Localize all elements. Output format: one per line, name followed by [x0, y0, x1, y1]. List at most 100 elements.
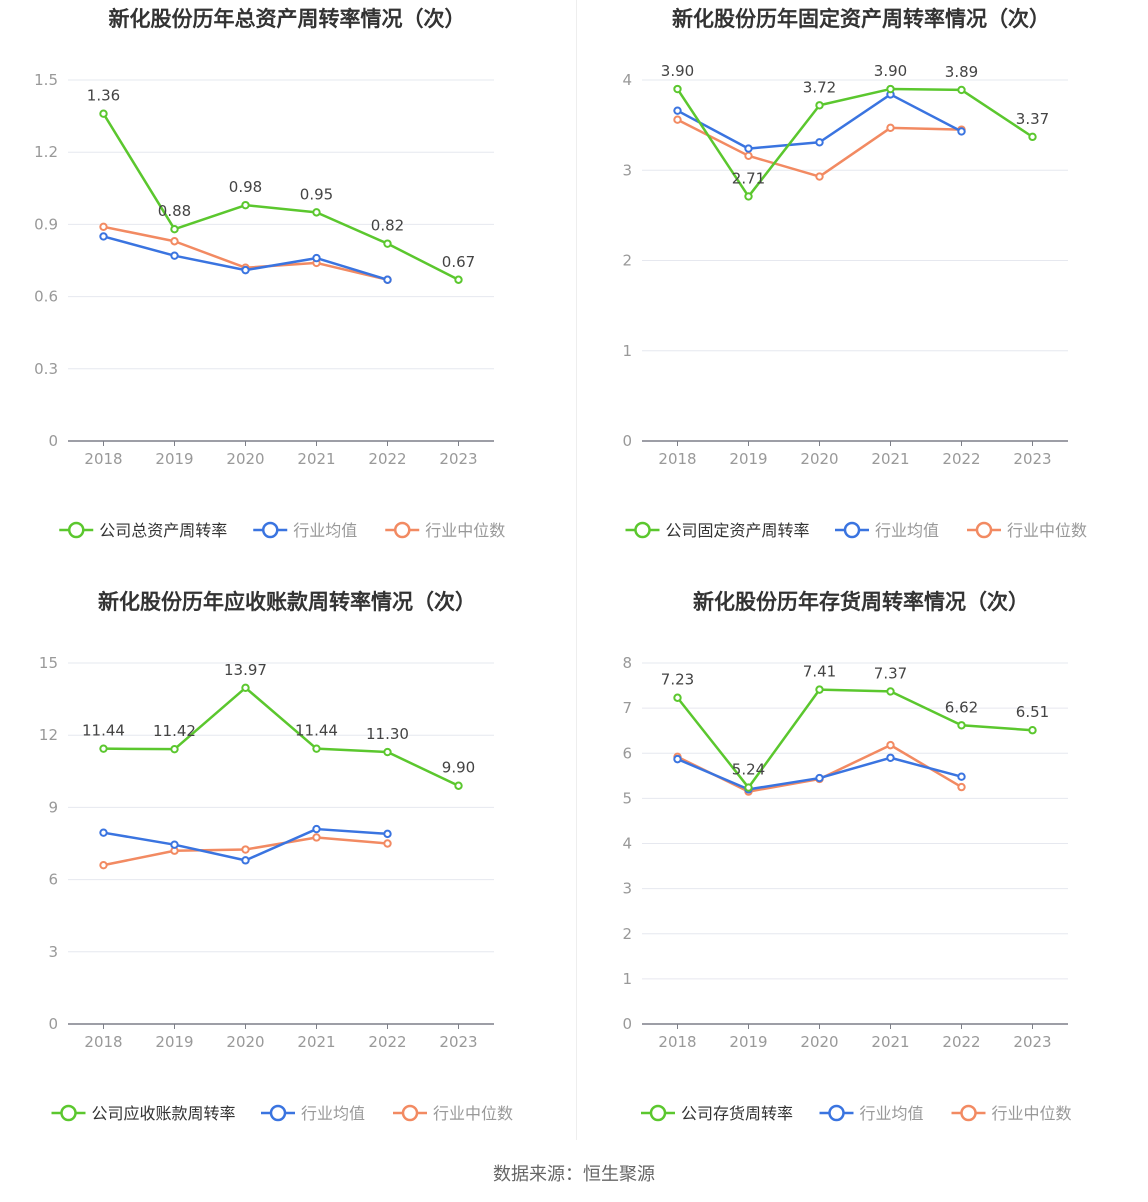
chart-title: 新化股份历年存货周转率情况（次）: [693, 590, 1029, 614]
data-label: 3.90: [874, 62, 907, 80]
data-point-company: [383, 239, 392, 248]
data-point-industry-avg: [744, 144, 753, 153]
y-tick-label: 4: [622, 71, 632, 89]
y-tick-label: 0: [622, 432, 632, 450]
data-point-company: [744, 192, 753, 201]
legend-label: 行业均值: [860, 1104, 924, 1123]
data-point-industry-median: [815, 172, 824, 181]
y-tick-label: 1.2: [34, 143, 58, 161]
y-tick-label: 4: [622, 835, 632, 853]
legend-item-company: 公司总资产周转率: [59, 521, 227, 540]
y-tick-label: 2: [622, 252, 632, 270]
data-point-industry-median: [170, 237, 179, 246]
panel-divider: [576, 0, 577, 1140]
data-point-industry-median: [886, 123, 895, 133]
y-tick-label: 15: [39, 654, 58, 672]
data-point-company: [744, 783, 753, 792]
data-point-industry-median: [383, 839, 392, 848]
y-tick-label: 12: [39, 726, 58, 744]
data-label: 0.88: [158, 202, 191, 220]
x-tick-label: 2019: [729, 450, 767, 468]
y-tick-label: 3: [622, 161, 632, 179]
data-point-company: [170, 225, 179, 234]
data-label: 1.36: [87, 87, 120, 105]
data-label: 0.98: [229, 178, 262, 196]
data-point-company: [241, 683, 250, 692]
data-point-industry-median: [241, 845, 250, 854]
y-tick-label: 1: [622, 342, 632, 360]
data-label: 3.37: [1016, 110, 1049, 128]
data-label: 2.71: [732, 169, 765, 187]
legend-item-company: 公司固定资产周转率: [625, 521, 810, 540]
data-point-industry-median: [312, 833, 321, 842]
data-label: 11.44: [82, 722, 125, 740]
chart-panel-inventory-turnover: 新化股份历年存货周转率情况（次） 0 1 2 3 4 5 6 7 8 2018 2019 2020 202…: [574, 583, 1148, 1166]
x-tick-label: 2020: [226, 450, 264, 468]
y-tick-label: 6: [622, 744, 632, 762]
y-tick-label: 2: [622, 925, 632, 943]
x-tick-label: 2021: [871, 1033, 909, 1051]
chart-title: 新化股份历年固定资产周转率情况（次）: [672, 7, 1050, 31]
data-point-industry-avg: [815, 773, 824, 783]
x-tick-label: 2022: [368, 450, 406, 468]
legend-item-industry-median: 行业中位数: [967, 521, 1087, 540]
legend-marker-icon: [843, 521, 861, 539]
data-point-company: [886, 84, 895, 94]
data-point-industry-avg: [815, 138, 824, 147]
data-point-industry-avg: [383, 275, 392, 284]
chart-panel-fixed-asset-turnover: 新化股份历年固定资产周转率情况（次） 0 1 2 3 4 2018 2019 2020 2021 2…: [574, 0, 1148, 583]
legend-item-industry-avg: 行业均值: [253, 521, 357, 540]
data-label: 0.95: [300, 185, 333, 203]
data-point-company: [957, 721, 966, 730]
data-point-industry-avg: [170, 251, 179, 260]
data-label: 3.89: [945, 63, 978, 81]
y-tick-label: 0.9: [34, 215, 58, 233]
data-point-company: [673, 693, 682, 702]
x-tick-label: 2023: [439, 1033, 477, 1051]
data-point-industry-avg: [241, 856, 250, 865]
data-point-company: [815, 101, 824, 110]
chart-title: 新化股份历年应收账款周转率情况（次）: [98, 590, 476, 614]
data-point-industry-avg: [99, 828, 108, 837]
x-tick-label: 2021: [871, 450, 909, 468]
data-point-company: [99, 109, 108, 118]
data-point-industry-avg: [383, 829, 392, 839]
data-label: 6.62: [945, 698, 978, 716]
data-point-industry-avg: [673, 754, 682, 764]
y-tick-label: 9: [48, 798, 58, 816]
legend-marker-icon: [975, 521, 993, 539]
data-point-industry-avg: [170, 840, 179, 849]
data-point-company: [383, 747, 392, 757]
legend-label: 行业均值: [875, 521, 939, 540]
data-point-company: [454, 781, 463, 790]
data-point-company: [454, 275, 463, 284]
x-tick-label: 2022: [942, 450, 980, 468]
legend-item-company: 公司存货周转率: [641, 1104, 793, 1123]
legend-marker-icon: [828, 1104, 845, 1122]
x-tick-label: 2018: [84, 450, 122, 468]
data-point-industry-median: [99, 222, 108, 232]
data-point-company: [957, 85, 966, 95]
legend-label: 公司存货周转率: [681, 1104, 793, 1123]
data-point-industry-median: [673, 115, 682, 124]
y-tick-label: 5: [622, 789, 632, 807]
data-label: 11.30: [366, 725, 409, 743]
x-tick-label: 2020: [226, 1033, 264, 1051]
y-tick-label: 6: [48, 871, 58, 889]
legend-label: 行业中位数: [992, 1104, 1072, 1123]
series-line-company: [676, 87, 1034, 198]
chart-svg: 新化股份历年固定资产周转率情况（次） 0 1 2 3 4 2018 2019 2020 2021 2…: [622, 7, 1087, 540]
data-point-company: [241, 200, 250, 210]
data-point-industry-avg: [312, 253, 321, 263]
legend-marker-icon: [649, 1104, 667, 1122]
legend-marker-icon: [634, 521, 651, 539]
y-tick-label: 1.5: [34, 71, 58, 89]
legend-label: 行业均值: [293, 521, 357, 540]
data-point-industry-avg: [886, 753, 895, 762]
data-label: 5.24: [732, 761, 765, 779]
data-point-company: [1028, 132, 1037, 142]
x-tick-label: 2020: [800, 1033, 838, 1051]
data-point-industry-median: [99, 860, 108, 870]
legend-item-industry-median: 行业中位数: [393, 1104, 513, 1123]
data-point-company: [1028, 726, 1037, 735]
